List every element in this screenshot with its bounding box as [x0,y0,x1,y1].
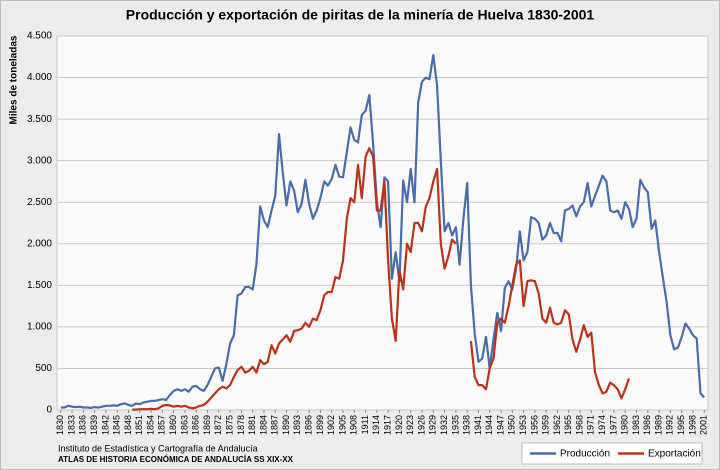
x-tick-label: 1944 [484,415,494,435]
chart-title: Producción y exportación de piritas de l… [126,7,595,23]
y-tick-label: 4.500 [27,31,52,42]
x-tick-label: 1980 [620,415,630,435]
x-tick-label: 1875 [224,415,234,435]
x-tick-label: 1917 [383,415,393,435]
x-tick-label: 1947 [495,415,505,435]
x-tick-label: 1941 [473,415,483,435]
x-tick-label: 1920 [394,415,404,435]
y-tick-label: 4.000 [27,72,52,83]
x-tick-label: 1902 [326,415,336,435]
x-tick-label: 1986 [642,415,652,435]
x-tick-label: 1872 [213,415,223,435]
y-tick-label: 0 [46,405,52,416]
x-tick-label: 1956 [529,415,539,435]
x-tick-label: 1908 [349,415,359,435]
series-line [132,147,631,411]
plot-area [56,35,709,411]
legend-label: Producción [560,449,610,460]
x-tick-label: 1998 [687,415,697,435]
x-tick-label: 1923 [405,415,415,435]
x-tick-label: 1914 [371,415,381,435]
x-tick-label: 1833 [66,415,76,435]
x-tick-label: 1860 [168,415,178,435]
x-tick-label: 1899 [315,415,325,435]
x-tick-label: 1989 [653,415,663,435]
y-tick-label: 2.500 [27,197,52,208]
x-tick-label: 1953 [518,415,528,435]
x-tick-label: 1992 [665,415,675,435]
x-tick-label: 1836 [78,415,88,435]
legend-label: Exportación [648,449,701,460]
x-tick-label: 1995 [676,415,686,435]
x-tick-label: 1848 [123,415,133,435]
x-tick-label: 2001 [699,415,709,435]
y-tick-label: 3.000 [27,155,52,166]
x-tick-label: 1962 [552,415,562,435]
x-tick-label: 1971 [586,415,596,435]
x-tick-label: 1878 [236,415,246,435]
x-tick-label: 1932 [439,415,449,435]
x-tick-label: 1938 [462,415,472,435]
x-tick-label: 1965 [563,415,573,435]
y-tick-label: 2.000 [27,238,52,249]
x-tick-label: 1959 [541,415,551,435]
x-tick-label: 1974 [597,415,607,435]
x-tick-label: 1854 [145,415,155,435]
x-tick-label: 1977 [608,415,618,435]
x-tick-label: 1896 [303,415,313,435]
y-tick-label: 1.000 [27,322,52,333]
x-tick-label: 1926 [416,415,426,435]
x-tick-label: 1866 [191,415,201,435]
x-tick-label: 1968 [574,415,584,435]
source: Instituto de Estadística y Cartografía d… [58,443,258,453]
x-tick-label: 1887 [270,415,280,435]
x-tick-label: 1893 [292,415,302,435]
y-tick-label: 500 [35,363,52,374]
x-tick-label: 1935 [450,415,460,435]
x-tick-label: 1890 [281,415,291,435]
x-tick-label: 1857 [157,415,167,435]
x-tick-label: 1881 [247,415,257,435]
x-tick-label: 1863 [179,415,189,435]
x-tick-label: 1950 [507,415,517,435]
x-tick-label: 1842 [100,415,110,435]
y-tick-label: 1.500 [27,280,52,291]
source-note: ATLAS DE HISTORIA ECONÓMICA DE ANDALUCÍA… [58,455,294,464]
x-tick-label: 1869 [202,415,212,435]
x-tick-label: 1884 [258,415,268,435]
y-tick-label: 3.500 [27,114,52,125]
legend [521,442,703,465]
x-tick-label: 1839 [89,415,99,435]
y-axis-label: Miles de toneladas [9,35,20,124]
x-tick-label: 1845 [112,415,122,435]
x-tick-label: 1983 [631,415,641,435]
x-tick-label: 1851 [134,415,144,435]
x-tick-label: 1830 [55,415,65,435]
x-tick-label: 1911 [360,415,370,434]
x-tick-label: 1905 [337,415,347,435]
x-tick-label: 1929 [428,415,438,435]
